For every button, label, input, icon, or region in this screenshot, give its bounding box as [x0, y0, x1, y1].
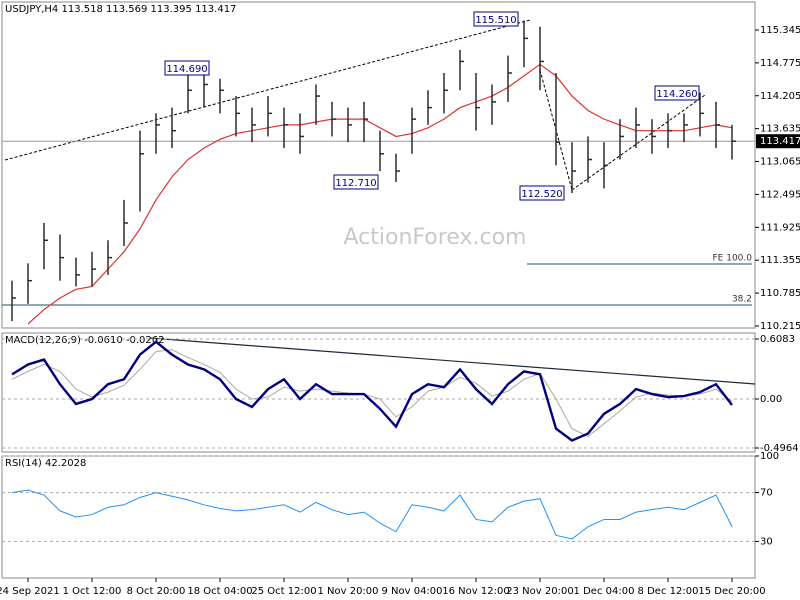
annotation-box: [164, 60, 210, 76]
rsi-title: RSI(14) 42.2028: [5, 458, 86, 469]
y-tick-label: 111.925: [760, 222, 800, 233]
trend-line: [571, 94, 706, 191]
x-tick-label: 8 Dec 12:00: [638, 586, 699, 597]
x-tick-label: 18 Oct 04:00: [187, 586, 252, 597]
rsi-panel: [1, 455, 756, 579]
series-line: [11, 489, 733, 540]
annotation-box: [473, 11, 519, 27]
macd-title: MACD(12,26,9) -0.0610 -0.0262: [5, 335, 165, 346]
trend-line: [4, 19, 531, 161]
y-tick-label: 114.775: [760, 58, 800, 69]
y-tick-label: 113.635: [760, 124, 800, 135]
annotation: 112.710: [335, 178, 376, 189]
macd-trend-line: [149, 337, 756, 385]
annotation: 114.690: [166, 64, 207, 75]
y-tick-label: 0.6083: [760, 334, 795, 345]
x-tick-label: 25 Oct 12:00: [251, 586, 316, 597]
x-tick-label: 15 Dec 20:00: [698, 586, 765, 597]
watermark: ActionForex.com: [344, 225, 527, 250]
level-label: 38.2: [732, 295, 752, 305]
y-tick-label: 70: [760, 488, 773, 499]
x-tick-label: 23 Nov 20:00: [506, 586, 573, 597]
y-tick-label: 110.215: [760, 321, 800, 332]
series-line: [11, 349, 733, 438]
x-tick-label: 9 Nov 04:00: [381, 586, 442, 597]
y-tick-label: 112.495: [760, 189, 800, 200]
y-tick-label: 114.205: [760, 91, 800, 102]
annotation: 114.260: [656, 89, 697, 100]
level-label: FE 100.0: [713, 254, 753, 264]
y-tick-label: 110.785: [760, 288, 800, 299]
x-tick-label: 1 Dec 04:00: [574, 586, 635, 597]
main-panel: [1, 1, 756, 329]
annotation-box: [333, 174, 379, 190]
annotation: 115.510: [475, 15, 516, 26]
last-price-label: 113.417: [760, 136, 800, 147]
annotation: 112.520: [521, 189, 562, 200]
y-tick-label: 0.00: [760, 394, 782, 405]
y-tick-label: 115.345: [760, 25, 800, 36]
last-price-box: [756, 134, 800, 149]
y-tick-label: 111.355: [760, 255, 800, 266]
y-tick-label: -0.4964: [760, 443, 799, 454]
x-tick-label: 24 Sep 2021: [0, 586, 60, 597]
annotation-box: [654, 85, 700, 101]
x-tick-label: 1 Nov 20:00: [317, 586, 378, 597]
annotation-box: [519, 185, 565, 201]
x-tick-label: 1 Oct 12:00: [63, 586, 122, 597]
y-tick-label: 113.065: [760, 157, 800, 168]
x-tick-label: 8 Oct 20:00: [127, 586, 186, 597]
y-tick-label: 30: [760, 536, 773, 547]
x-tick-label: 16 Nov 12:00: [442, 586, 509, 597]
chart-title: USDJPY,H4 113.518 113.569 113.395 113.41…: [5, 4, 236, 15]
series-line: [11, 340, 733, 442]
y-tick-label: 100: [760, 451, 779, 462]
macd-panel: [1, 332, 756, 453]
series-line: [27, 63, 733, 325]
